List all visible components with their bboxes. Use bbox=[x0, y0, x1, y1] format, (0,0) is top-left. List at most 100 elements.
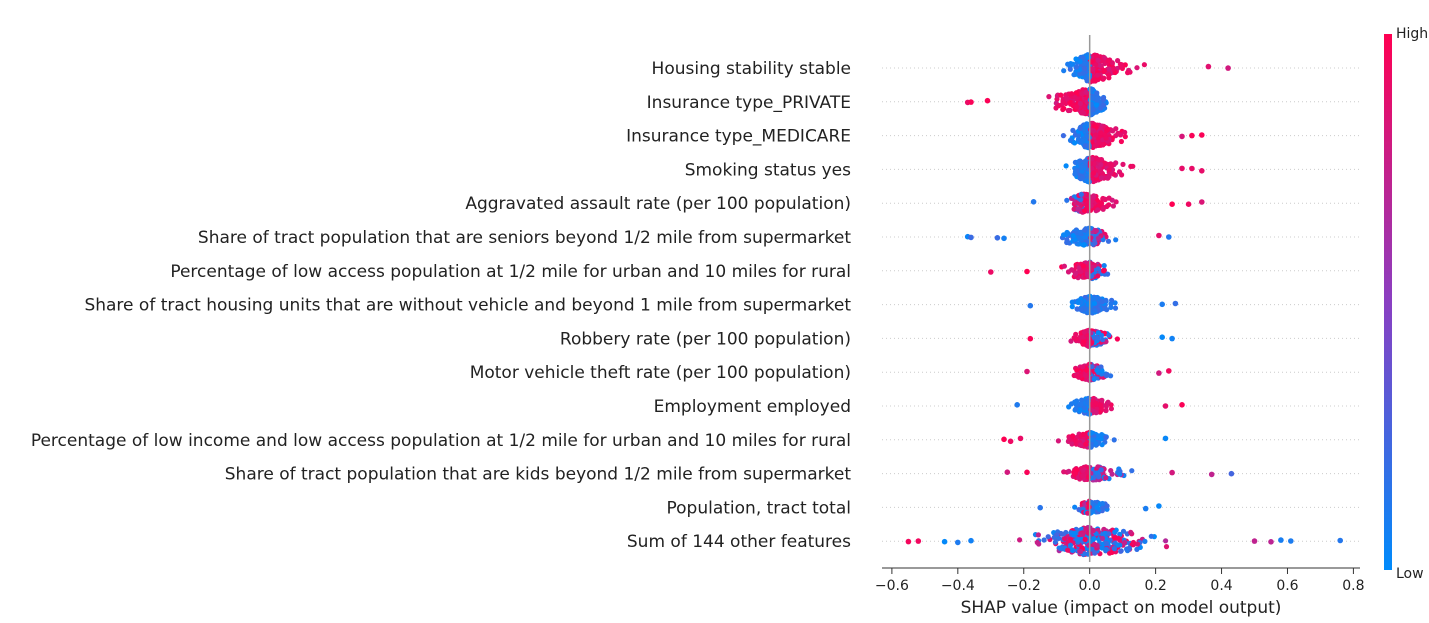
shap-point bbox=[1077, 158, 1083, 164]
shap-point bbox=[1112, 535, 1118, 541]
shap-point bbox=[1101, 526, 1107, 532]
shap-point bbox=[1073, 56, 1079, 62]
shap-point bbox=[905, 538, 912, 545]
shap-point bbox=[1110, 203, 1116, 209]
shap-point bbox=[1092, 541, 1098, 547]
shap-point bbox=[1075, 206, 1081, 212]
shap-point bbox=[1056, 103, 1062, 109]
shap-point bbox=[1129, 468, 1135, 474]
shap-point bbox=[1109, 60, 1115, 66]
shap-point bbox=[1208, 471, 1215, 478]
shap-point bbox=[1099, 535, 1105, 542]
shap-point bbox=[941, 538, 948, 545]
shap-point bbox=[1017, 435, 1024, 442]
shap-point bbox=[1083, 121, 1090, 127]
shap-point bbox=[1096, 139, 1102, 145]
shap-point bbox=[1122, 134, 1128, 140]
shap-point bbox=[1179, 133, 1185, 140]
shap-point bbox=[1110, 128, 1116, 134]
shap-point bbox=[1054, 532, 1060, 538]
shap-point bbox=[1081, 329, 1088, 335]
shap-point bbox=[1027, 335, 1034, 342]
feature-label: Employment employed bbox=[654, 397, 851, 417]
shap-point bbox=[1081, 208, 1088, 214]
shap-point bbox=[1069, 91, 1075, 97]
feature-label: Share of tract population that are senio… bbox=[198, 228, 851, 248]
shap-point bbox=[1103, 540, 1109, 547]
shap-point bbox=[1113, 160, 1119, 166]
shap-point bbox=[1185, 201, 1192, 207]
shap-point bbox=[1098, 130, 1104, 136]
shap-point bbox=[1105, 126, 1111, 132]
shap-point bbox=[1098, 467, 1104, 473]
shap-point bbox=[1080, 473, 1086, 479]
shap-point bbox=[1189, 165, 1195, 172]
shap-point bbox=[1014, 402, 1020, 408]
shap-point bbox=[1106, 195, 1112, 201]
shap-point bbox=[1103, 135, 1109, 141]
shap-point bbox=[1102, 530, 1108, 537]
shap-point bbox=[1142, 505, 1149, 512]
shap-point bbox=[1105, 271, 1111, 277]
feature-label: Percentage of low access population at 1… bbox=[170, 262, 851, 282]
shap-point bbox=[1090, 170, 1097, 176]
shap-point bbox=[1094, 90, 1100, 96]
shap-point bbox=[1077, 229, 1083, 235]
shap-point bbox=[1069, 299, 1075, 305]
shap-point bbox=[1058, 92, 1064, 98]
shap-point bbox=[1045, 534, 1051, 540]
shap-point bbox=[1110, 66, 1116, 72]
feature-label: Smoking status yes bbox=[685, 160, 851, 180]
shap-point bbox=[1089, 364, 1095, 370]
shap-point bbox=[1082, 234, 1088, 240]
shap-point bbox=[1083, 89, 1089, 95]
shap-point bbox=[1098, 162, 1104, 168]
shap-point bbox=[1122, 129, 1128, 135]
shap-point bbox=[1095, 273, 1101, 279]
shap-point bbox=[1055, 438, 1061, 444]
shap-point bbox=[1095, 464, 1101, 470]
shap-point bbox=[1126, 545, 1132, 551]
shap-point bbox=[1090, 66, 1096, 72]
shap-point bbox=[915, 538, 922, 544]
shap-point bbox=[1098, 402, 1104, 408]
shap-point bbox=[1108, 406, 1114, 412]
shap-point bbox=[1073, 331, 1079, 337]
shap-point bbox=[1078, 197, 1084, 203]
shap-point bbox=[1169, 469, 1175, 476]
shap-point bbox=[1079, 531, 1085, 538]
shap-point bbox=[1071, 530, 1077, 537]
shap-point bbox=[1077, 100, 1083, 107]
colorbar-high-label: High bbox=[1396, 26, 1428, 42]
shap-point bbox=[1036, 541, 1042, 547]
shap-point bbox=[1075, 136, 1082, 142]
shap-point bbox=[1030, 199, 1037, 205]
shap-point bbox=[1098, 175, 1104, 181]
shap-point bbox=[1119, 172, 1125, 178]
feature-label: Motor vehicle theft rate (per 100 popula… bbox=[470, 363, 851, 383]
shap-point bbox=[1095, 235, 1102, 241]
shap-point bbox=[1228, 470, 1235, 477]
x-axis-title: SHAP value (impact on model output) bbox=[961, 598, 1282, 618]
shap-point bbox=[1113, 237, 1119, 243]
colorbar: High Low bbox=[1384, 26, 1428, 582]
shap-point bbox=[1130, 539, 1136, 546]
shap-point bbox=[1073, 336, 1079, 342]
shap-point bbox=[1099, 432, 1105, 438]
shap-point bbox=[1064, 96, 1070, 102]
shap-point bbox=[1101, 75, 1107, 81]
shap-point bbox=[1288, 538, 1294, 544]
shap-point bbox=[1082, 143, 1088, 149]
shap-point bbox=[1111, 437, 1117, 443]
shap-point bbox=[1099, 442, 1105, 448]
shap-point bbox=[1096, 157, 1102, 163]
shap-point bbox=[1074, 64, 1080, 70]
shap-point bbox=[1079, 91, 1085, 97]
shap-point bbox=[1172, 300, 1179, 307]
shap-point bbox=[1084, 271, 1090, 277]
shap-point bbox=[1068, 338, 1074, 344]
shap-point bbox=[1089, 165, 1095, 171]
shap-point bbox=[1061, 68, 1067, 74]
shap-point bbox=[1001, 235, 1007, 242]
